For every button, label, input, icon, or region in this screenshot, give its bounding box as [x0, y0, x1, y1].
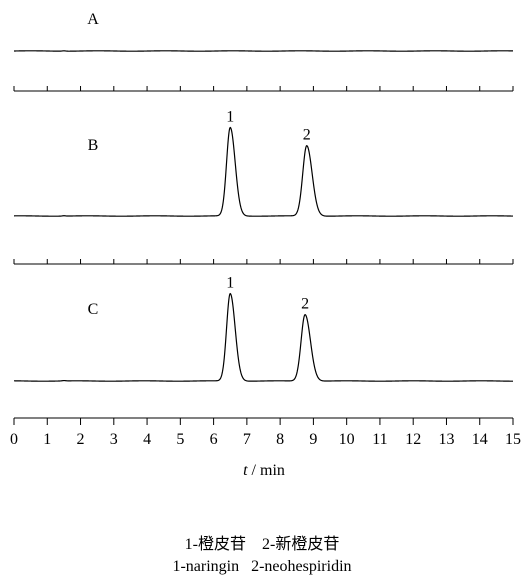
x-tick-label: 10 — [339, 431, 355, 448]
x-tick-label: 14 — [472, 431, 488, 448]
panel-label: A — [87, 11, 99, 28]
x-tick-label: 5 — [176, 431, 184, 448]
chromatogram-traces: A B 1 2 C 1 2 — [13, 11, 514, 382]
legend-chinese: 1-橙皮苷 2-新橙皮苷 — [184, 536, 340, 553]
panel-label: B — [88, 137, 99, 154]
x-tick-label: 3 — [110, 431, 118, 448]
trace-line — [14, 126, 514, 217]
x-tick-label: 11 — [372, 431, 387, 448]
panel-label: C — [88, 301, 99, 318]
x-tick-label: 12 — [405, 431, 421, 448]
trace-line — [14, 292, 513, 382]
x-tick-label: 8 — [276, 431, 284, 448]
peak-label: 2 — [303, 127, 311, 144]
peak-label: 2 — [301, 296, 309, 313]
x-tick-label: 13 — [438, 431, 454, 448]
x-axis-label: t / min — [243, 462, 285, 479]
x-tick-label: 4 — [143, 431, 151, 448]
x-tick-label: 6 — [210, 431, 218, 448]
x-tick-label: 15 — [505, 431, 521, 448]
panel-separators — [13, 86, 514, 265]
peak-label: 1 — [226, 275, 234, 292]
x-axis-label-unit: / min — [248, 462, 285, 479]
x-tick-label: 1 — [43, 431, 51, 448]
x-tick-label: 0 — [10, 431, 18, 448]
peak-label: 1 — [226, 109, 234, 126]
x-axis: 0 1 2 3 4 5 6 7 8 9 10 11 12 13 14 15 — [10, 417, 521, 448]
legend-english: 1-naringin 2-neohespiridin — [172, 558, 352, 575]
x-tick-label: 7 — [243, 431, 251, 448]
x-axis-label-symbol: t — [243, 462, 248, 479]
x-tick-label: 2 — [77, 431, 85, 448]
x-tick-label: 9 — [309, 431, 317, 448]
